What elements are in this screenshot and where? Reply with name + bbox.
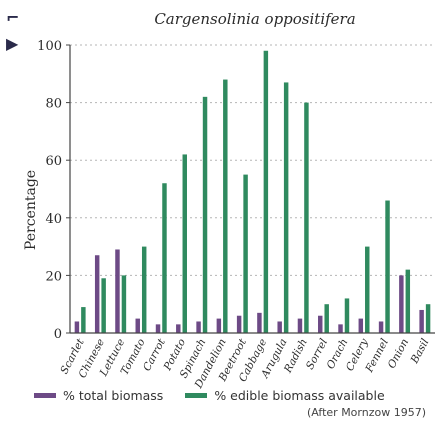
legend-item-edible: % edible biomass available [185, 388, 385, 403]
bar-edible-biomass [365, 246, 370, 333]
axes [69, 45, 435, 334]
bar-total-biomass [419, 309, 424, 333]
bar-edible-biomass [202, 96, 208, 333]
bar-edible-biomass [425, 304, 431, 333]
x-tick-labels: ScarletChineseLettuceTomatoCarrotPotatoS… [58, 336, 431, 391]
bar-edible-biomass [263, 50, 269, 333]
bar-edible-biomass [385, 200, 390, 333]
bar-total-biomass [94, 255, 100, 333]
legend-label-total: % total biomass [63, 388, 164, 403]
bar-total-biomass [135, 318, 140, 333]
bar-edible-biomass [405, 269, 411, 333]
y-tick-label: 40 [45, 212, 62, 227]
bar-edible-biomass [81, 307, 86, 333]
bars [74, 50, 431, 333]
legend-swatch-edible [185, 393, 208, 398]
bar-edible-biomass [121, 275, 127, 333]
bar-total-biomass [155, 324, 161, 333]
grid-lines [66, 44, 435, 334]
bar-edible-biomass [223, 79, 228, 333]
bar-total-biomass [196, 321, 201, 333]
bar-total-biomass [216, 318, 222, 333]
legend-item-total: % total biomass [34, 388, 163, 403]
bar-edible-biomass [304, 102, 309, 333]
bar-edible-biomass [162, 183, 167, 333]
bar-total-biomass [115, 249, 120, 333]
y-tick-label: 80 [45, 97, 62, 112]
y-tick-label: 20 [45, 269, 62, 284]
bar-total-biomass [399, 275, 404, 333]
legend-swatch-total [34, 393, 56, 398]
bar-total-biomass [297, 318, 303, 333]
arrow-right-icon: ▶ [6, 34, 19, 53]
bar-total-biomass [176, 324, 181, 333]
bar-edible-biomass [182, 154, 187, 333]
bar-edible-biomass [344, 298, 350, 333]
y-tick-labels: 0 20 40 60 80 100 [37, 39, 62, 342]
bar-edible-biomass [283, 82, 289, 333]
bar-total-biomass [277, 321, 282, 333]
legend-label-edible: % edible biomass available [214, 388, 385, 403]
x-tick-label: Basil [408, 337, 431, 367]
chart-title: Cargensolinia oppositifera [154, 10, 355, 28]
bar-total-biomass [257, 312, 262, 333]
y-tick-label: 100 [37, 39, 62, 54]
flag-icon: ⌐ [6, 8, 20, 27]
bar-edible-biomass [243, 174, 248, 333]
source-note: (After Mornzow 1957) [306, 406, 426, 419]
bar-edible-biomass [141, 246, 147, 333]
bar-total-biomass [318, 315, 323, 333]
legend: % total biomass % edible biomass availab… [34, 388, 385, 403]
bar-total-biomass [236, 315, 242, 333]
y-tick-label: 60 [45, 154, 62, 169]
bar-total-biomass [338, 324, 343, 333]
bar-total-biomass [74, 321, 80, 333]
bar-edible-biomass [101, 278, 106, 333]
bar-edible-biomass [324, 304, 329, 333]
y-axis-label: Percentage [23, 170, 39, 250]
y-tick-label: 0 [54, 327, 62, 342]
bar-total-biomass [378, 321, 384, 333]
bar-total-biomass [358, 318, 364, 333]
